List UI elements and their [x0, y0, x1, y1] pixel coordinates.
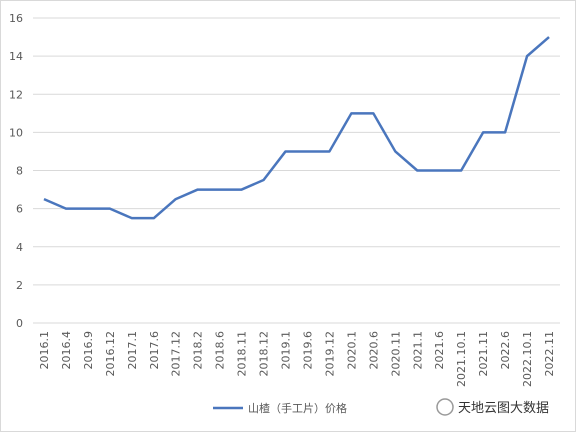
x-tick-label: 2020.1: [345, 331, 358, 370]
x-tick-label: 2018.11: [236, 331, 249, 377]
y-tick-label: 16: [9, 12, 23, 25]
y-tick-label: 8: [16, 165, 23, 178]
x-tick-label: 2022.11: [543, 331, 556, 377]
x-tick-label: 2022.6: [499, 331, 512, 370]
x-tick-label: 2017.6: [148, 331, 161, 370]
x-tick-label: 2017.1: [126, 331, 139, 370]
x-tick-label: 2019.1: [280, 331, 293, 370]
x-tick-label: 2016.9: [82, 331, 95, 370]
y-tick-label: 12: [9, 88, 23, 101]
x-tick-label: 2020.6: [367, 331, 380, 370]
x-tick-label: 2019.12: [323, 331, 336, 377]
y-tick-label: 6: [16, 203, 23, 216]
data-line: [43, 36, 550, 220]
x-tick-label: 2018.12: [258, 331, 271, 377]
x-tick-label: 2018.6: [214, 331, 227, 370]
x-tick-label: 2021.6: [433, 331, 446, 370]
x-tick-label: 2022.10.1: [521, 331, 534, 387]
x-tick-label: 2021.1: [411, 331, 424, 370]
x-tick-label: 2021.11: [477, 331, 490, 377]
x-tick-label: 2017.12: [170, 331, 183, 377]
y-tick-label: 10: [9, 126, 23, 139]
x-tick-label: 2016.12: [104, 331, 117, 377]
x-tick-label: 2020.11: [389, 331, 402, 377]
x-tick-label: 2019.6: [301, 331, 314, 370]
y-tick-label: 2: [16, 279, 23, 292]
x-tick-label: 2018.2: [192, 331, 205, 370]
x-tick-label: 2016.1: [38, 331, 51, 370]
x-tick-label: 2016.4: [60, 331, 73, 370]
y-tick-label: 4: [16, 241, 23, 254]
legend-label: 山楂（手工片）价格: [248, 401, 347, 415]
y-tick-label: 14: [9, 50, 23, 63]
watermark-text: 天地云图大数据: [458, 401, 549, 416]
watermark: 天地云图大数据: [436, 398, 549, 416]
x-tick-label: 2021.10.1: [455, 331, 468, 387]
watermark-icon: [436, 398, 454, 416]
y-tick-label: 0: [16, 317, 23, 330]
